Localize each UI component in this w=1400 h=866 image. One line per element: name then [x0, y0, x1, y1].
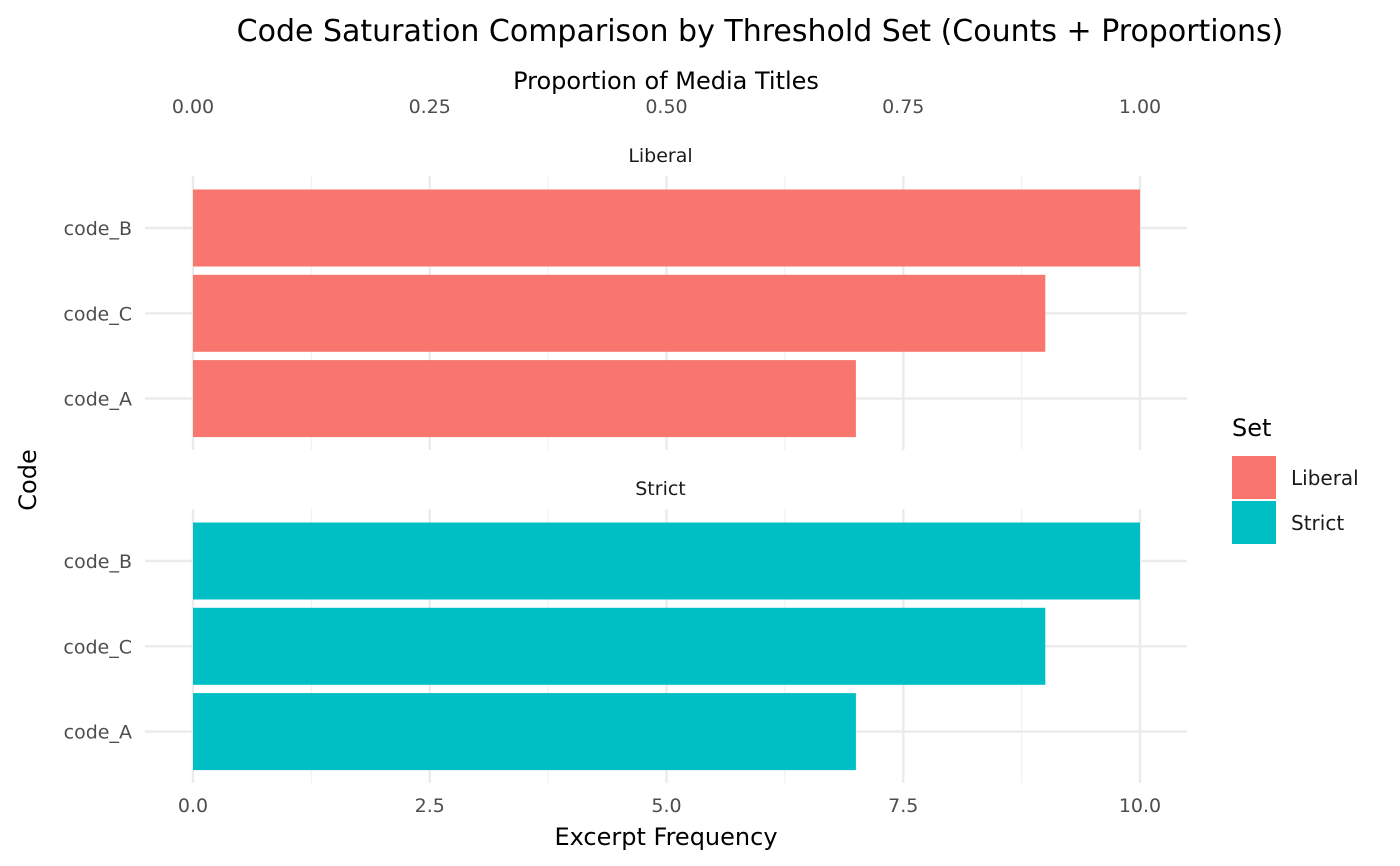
- y-tick-label: code_A: [64, 389, 132, 411]
- x-axis-title: Excerpt Frequency: [554, 823, 777, 851]
- chart-title: Code Saturation Comparison by Threshold …: [237, 14, 1284, 49]
- y-tick-label: code_B: [64, 218, 132, 240]
- bar-strict-code_C: [193, 607, 1046, 685]
- legend-title: Set: [1232, 414, 1271, 442]
- bar-strict-code_A: [193, 693, 856, 771]
- x-tick-label: 2.5: [415, 795, 445, 817]
- x-tick-label: 0.0: [178, 795, 208, 817]
- facet-panel-liberal: Liberal code_B code_C code_A: [63, 145, 1187, 450]
- facet-strip-label: Strict: [635, 478, 686, 500]
- y-tick-label: code_C: [63, 636, 132, 658]
- y-tick-label: code_C: [63, 303, 132, 325]
- legend-label: Strict: [1291, 511, 1344, 535]
- x-tick-label: 10.0: [1119, 795, 1161, 817]
- x2-tick-label: 0.00: [172, 96, 214, 118]
- bar-strict-code_B: [193, 522, 1140, 600]
- x2-tick-label: 0.25: [409, 96, 451, 118]
- x2-tick-label: 0.75: [882, 96, 924, 118]
- bar-liberal-code_C: [193, 274, 1046, 352]
- x-tick-label: 5.0: [651, 795, 681, 817]
- legend-swatch-strict: [1232, 501, 1276, 544]
- x2-tick-label: 0.50: [645, 96, 687, 118]
- facet-panels: Liberalcode_Bcode_Ccode_AStrictcode_Bcod…: [63, 145, 1187, 783]
- y-tick-label: code_A: [64, 722, 132, 744]
- secondary-x-axis-title: Proportion of Media Titles: [513, 67, 819, 95]
- y-tick-label: code_B: [64, 551, 132, 573]
- legend-swatch-liberal: [1232, 456, 1276, 499]
- facet-panel-strict: Strict code_B code_C code_A: [63, 478, 1187, 783]
- legend-label: Liberal: [1291, 466, 1359, 490]
- legend: Set Liberal Strict: [1232, 414, 1359, 544]
- bar-liberal-code_B: [193, 189, 1140, 267]
- facet-strip-label: Liberal: [628, 145, 692, 167]
- y-axis-title: Code: [14, 449, 42, 510]
- x2-tick-label: 1.00: [1119, 96, 1161, 118]
- x-axis-ticks: 0.0 2.5 5.0 7.5 10.0: [178, 795, 1161, 817]
- x-tick-label: 7.5: [888, 795, 918, 817]
- bar-liberal-code_A: [193, 360, 856, 438]
- secondary-x-axis-ticks: 0.00 0.25 0.50 0.75 1.00: [172, 96, 1161, 118]
